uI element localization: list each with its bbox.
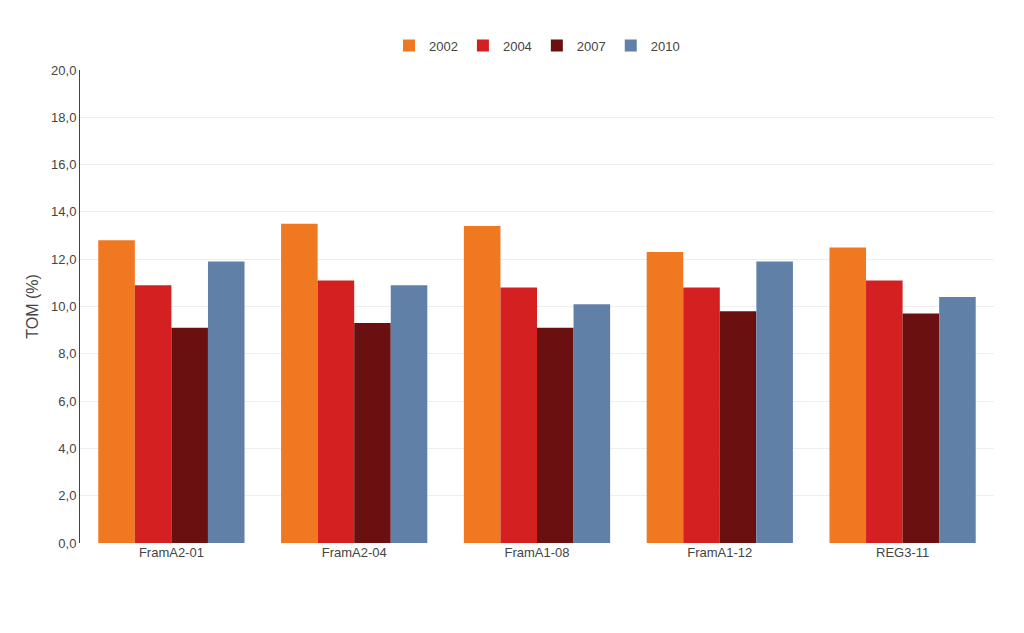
svg-text:14,0: 14,0 bbox=[51, 204, 76, 219]
svg-text:4,0: 4,0 bbox=[58, 441, 76, 456]
svg-text:20,0: 20,0 bbox=[51, 63, 76, 78]
svg-text:12,0: 12,0 bbox=[51, 252, 76, 267]
svg-text:2004: 2004 bbox=[503, 39, 532, 54]
svg-text:18,0: 18,0 bbox=[51, 110, 76, 125]
svg-text:FramA2-01: FramA2-01 bbox=[139, 545, 204, 560]
svg-text:2002: 2002 bbox=[429, 39, 458, 54]
svg-text:16,0: 16,0 bbox=[51, 157, 76, 172]
svg-text:2007: 2007 bbox=[577, 39, 606, 54]
svg-text:6,0: 6,0 bbox=[58, 394, 76, 409]
svg-text:TOM (%): TOM (%) bbox=[24, 274, 41, 339]
svg-text:2010: 2010 bbox=[651, 39, 680, 54]
svg-text:FramA2-04: FramA2-04 bbox=[322, 545, 387, 560]
svg-text:10,0: 10,0 bbox=[51, 299, 76, 314]
svg-text:FramA1-08: FramA1-08 bbox=[504, 545, 569, 560]
svg-text:REG3-11: REG3-11 bbox=[876, 545, 929, 560]
svg-text:2,0: 2,0 bbox=[58, 488, 76, 503]
svg-text:0,0: 0,0 bbox=[58, 536, 76, 551]
svg-text:FramA1-12: FramA1-12 bbox=[687, 545, 752, 560]
svg-text:8,0: 8,0 bbox=[58, 346, 76, 361]
